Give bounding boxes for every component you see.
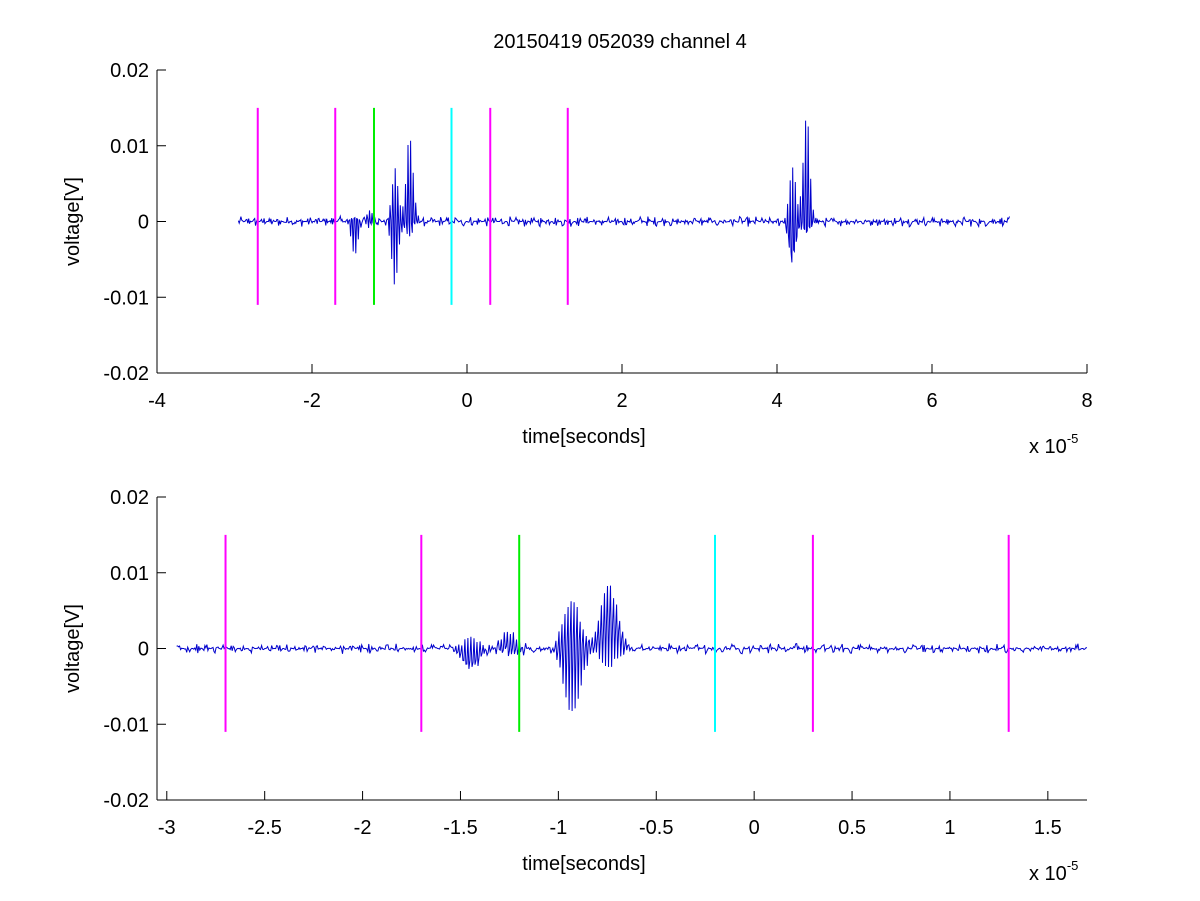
bottom-x-tick-label: 0 bbox=[749, 817, 760, 839]
bottom-plot-area bbox=[176, 534, 1087, 732]
bottom-x-multiplier: x 10-5 bbox=[1029, 858, 1078, 885]
bottom-axes: time[seconds] voltage[V] x 10-5 0.02 0.01… bbox=[62, 487, 1087, 885]
bottom-y-tick-label: -0.02 bbox=[103, 790, 149, 812]
top-signal-line bbox=[237, 120, 1010, 285]
bottom-x-tick-label: -1.5 bbox=[443, 817, 477, 839]
top-x-axis-label: time[seconds] bbox=[522, 426, 645, 448]
bottom-y-axis-label: voltage[V] bbox=[62, 604, 84, 693]
top-y-tick-label: 0.01 bbox=[110, 136, 149, 158]
top-x-tick-label: 6 bbox=[926, 390, 937, 412]
top-y-axis-label: voltage[V] bbox=[62, 177, 84, 266]
top-x-multiplier: x 10-5 bbox=[1029, 431, 1078, 458]
bottom-x-tick-label: 1.5 bbox=[1034, 817, 1062, 839]
top-plot-area bbox=[237, 107, 1010, 305]
bottom-y-tick-label: 0.01 bbox=[110, 563, 149, 585]
top-y-tick-label: 0.02 bbox=[110, 60, 149, 82]
bottom-x-tick-label: 0.5 bbox=[838, 817, 866, 839]
bottom-x-tick-label: -3 bbox=[158, 817, 176, 839]
bottom-x-tick-label: -2 bbox=[354, 817, 372, 839]
top-x-tick-label: 4 bbox=[771, 390, 782, 412]
top-x-tick-label: 0 bbox=[461, 390, 472, 412]
figure-title: 20150419 052039 channel 4 bbox=[493, 31, 747, 53]
top-y-tick-label: 0 bbox=[138, 212, 149, 234]
bottom-x-tick-label: -0.5 bbox=[639, 817, 673, 839]
bottom-x-tick-label: 1 bbox=[944, 817, 955, 839]
bottom-y-tick-label: 0.02 bbox=[110, 487, 149, 509]
top-y-tick-label: -0.01 bbox=[103, 287, 149, 309]
bottom-x-axis-label: time[seconds] bbox=[522, 853, 645, 875]
top-x-multiplier-base: x 10 bbox=[1029, 436, 1067, 458]
bottom-signal-line bbox=[176, 585, 1087, 712]
top-x-multiplier-exponent: -5 bbox=[1067, 431, 1079, 446]
top-x-tick-label: 8 bbox=[1081, 390, 1092, 412]
top-x-tick-label: -2 bbox=[303, 390, 321, 412]
bottom-x-tick-label: -2.5 bbox=[247, 817, 281, 839]
bottom-y-tick-label: 0 bbox=[138, 639, 149, 661]
top-y-tick-label: -0.02 bbox=[103, 363, 149, 385]
bottom-x-multiplier-exponent: -5 bbox=[1067, 858, 1079, 873]
bottom-x-multiplier-base: x 10 bbox=[1029, 863, 1067, 885]
top-x-tick-label: 2 bbox=[616, 390, 627, 412]
bottom-y-tick-label: -0.01 bbox=[103, 714, 149, 736]
top-x-tick-label: -4 bbox=[148, 390, 166, 412]
bottom-x-tick-label: -1 bbox=[549, 817, 567, 839]
top-axes: time[seconds] voltage[V] x 10-5 0.02 0.01… bbox=[62, 60, 1093, 458]
